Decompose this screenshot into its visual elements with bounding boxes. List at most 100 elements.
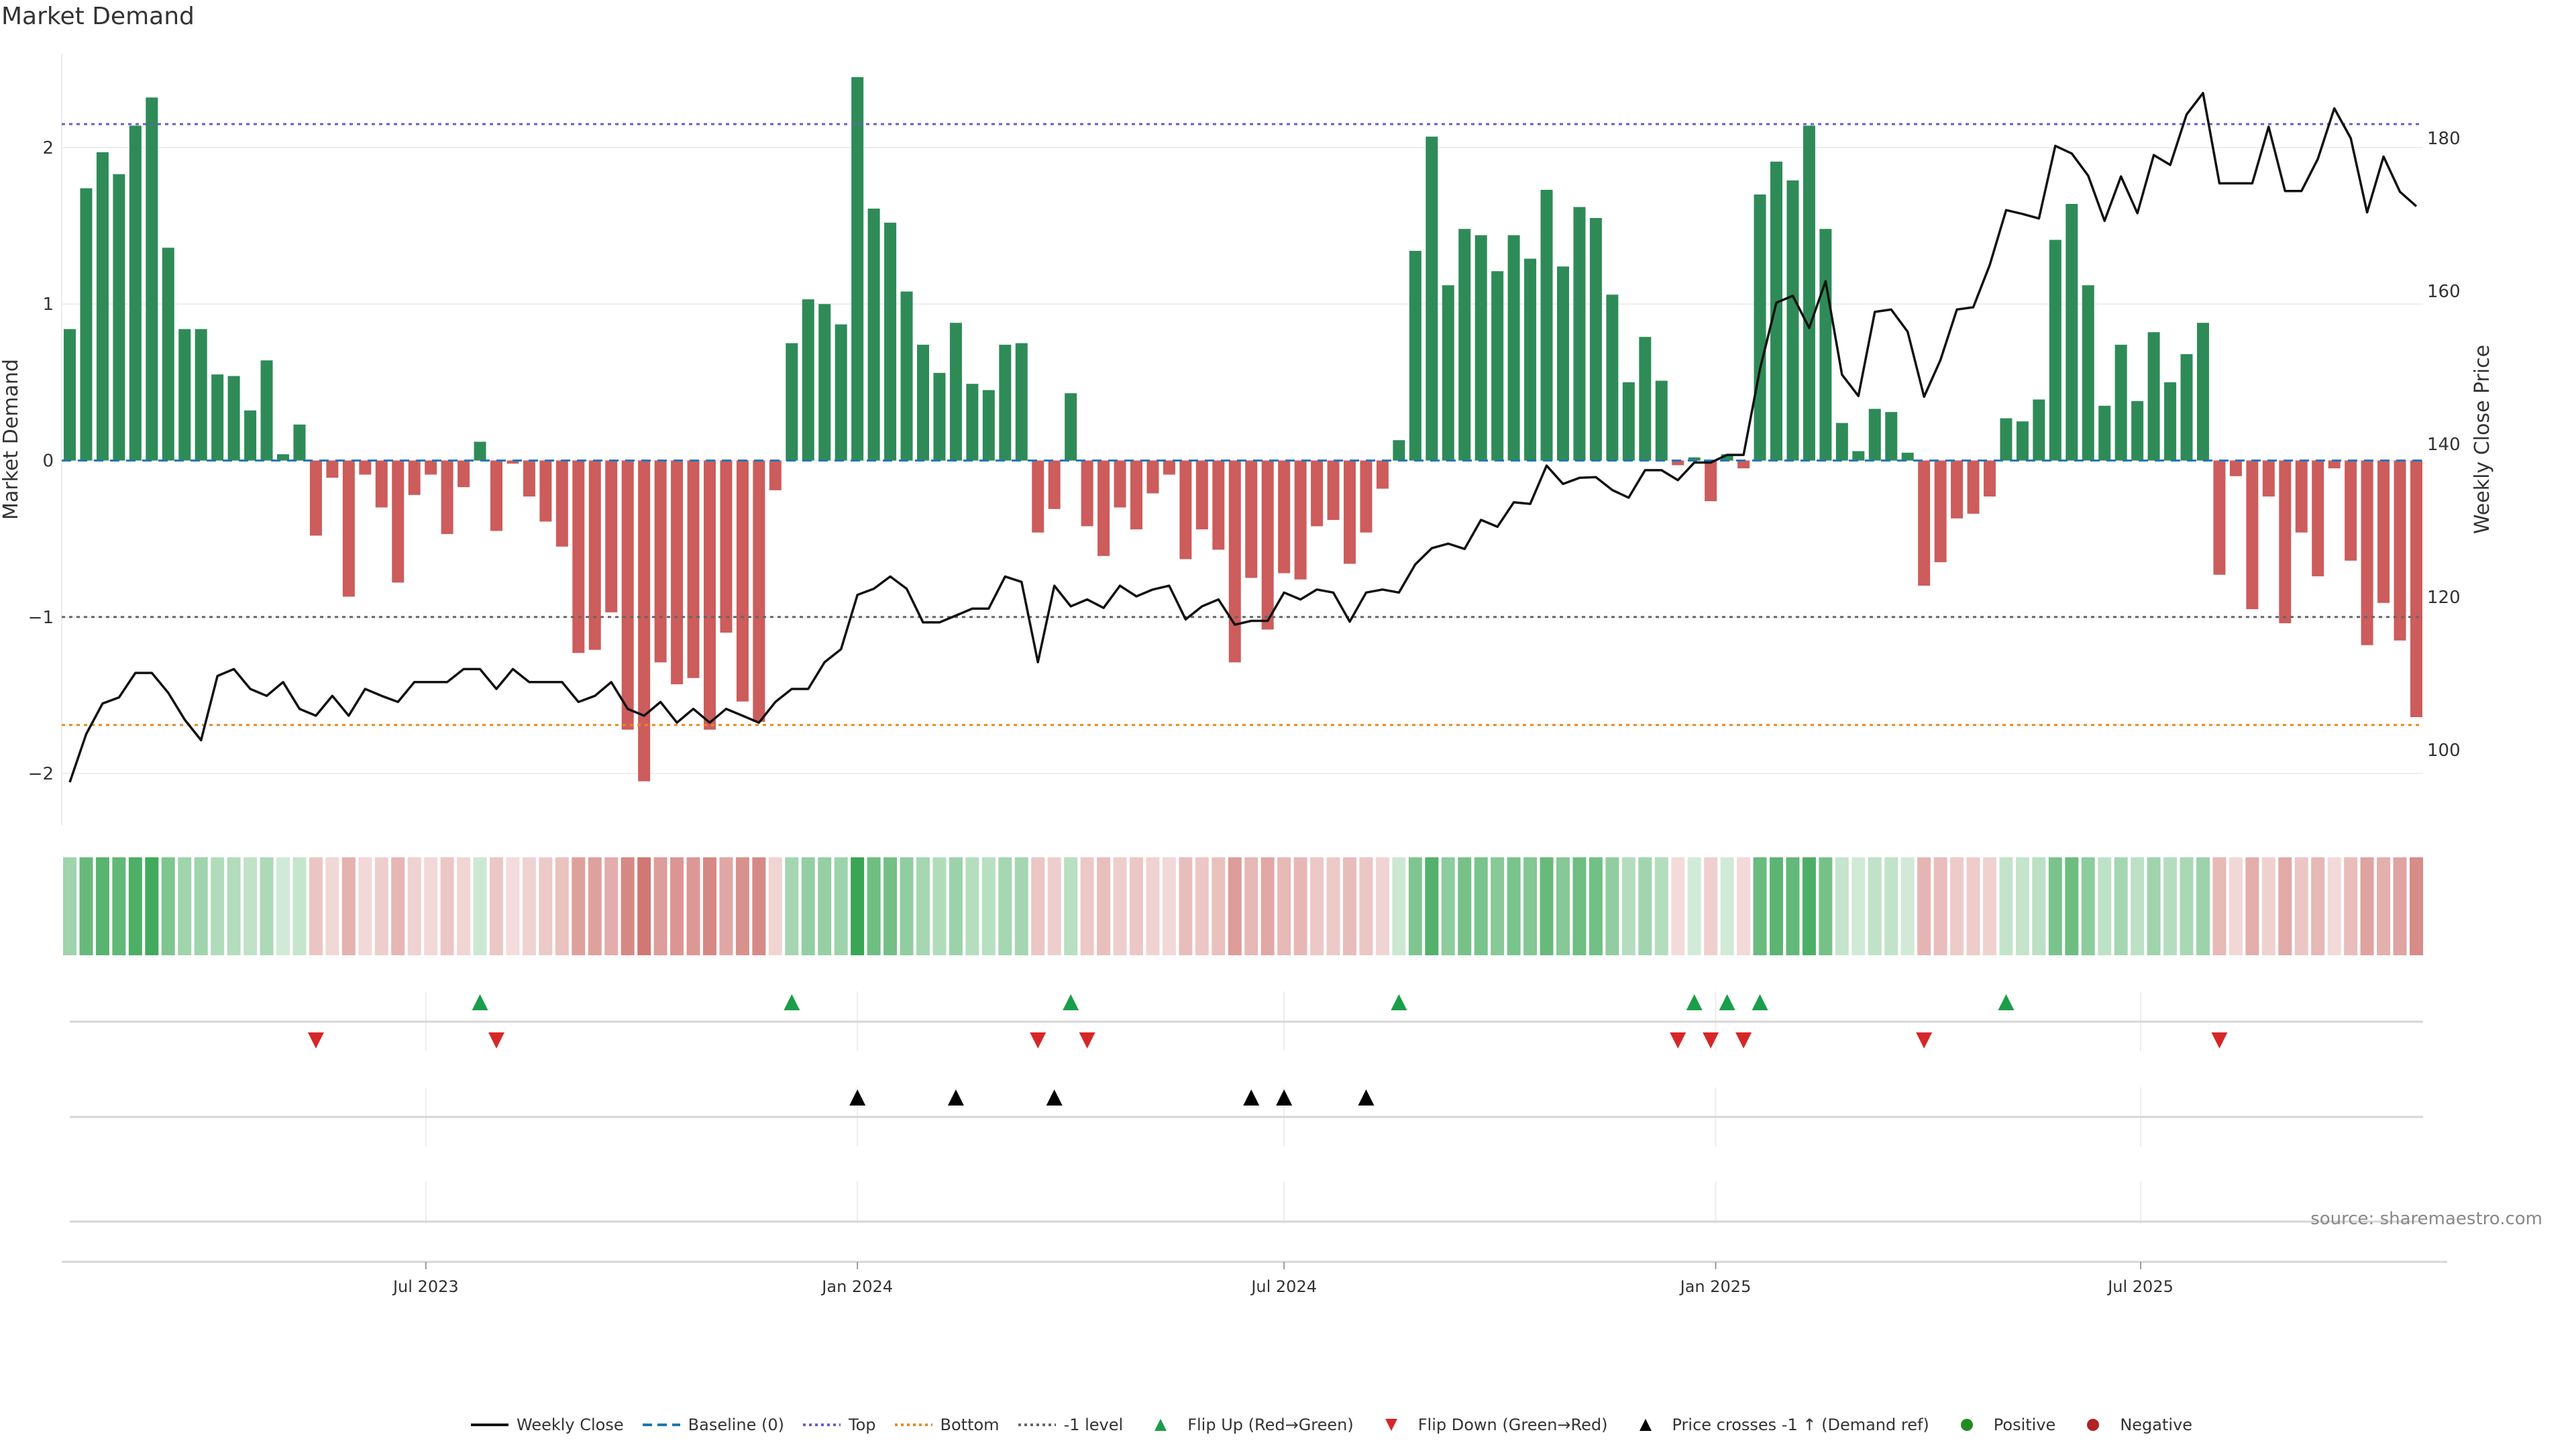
y2-tick-label: 120 (2427, 588, 2461, 608)
demand-bar (555, 460, 568, 547)
heatmap-cell (2147, 857, 2161, 955)
demand-bar (1951, 460, 1964, 519)
legend-label: Negative (2120, 1415, 2193, 1434)
heatmap-cell (2212, 857, 2226, 955)
heatmap-cell (703, 857, 716, 955)
demand-bar (1737, 460, 1750, 469)
heatmap-cell (2015, 857, 2029, 955)
heatmap-cell (358, 857, 372, 955)
heatmap-cell (2294, 857, 2308, 955)
positive-swatch-icon (1960, 1419, 1973, 1431)
y2-tick-label: 180 (2427, 129, 2461, 149)
demand-bar (195, 329, 207, 461)
heatmap-cell (522, 857, 536, 955)
demand-bar (802, 299, 814, 461)
legend-label: -1 level (1063, 1415, 1124, 1434)
heatmap-cell (604, 857, 619, 955)
heatmap-cell (555, 857, 569, 955)
y-tick-label: 2 (42, 138, 54, 158)
demand-bar (1245, 460, 1258, 578)
demand-bar (1212, 460, 1225, 550)
heatmap-cell (63, 857, 76, 955)
heatmap-cell (1080, 857, 1094, 955)
heatmap-cell (867, 857, 881, 955)
heatmap-cell (1343, 857, 1356, 955)
demand-bar (2180, 354, 2193, 461)
heatmap-cell (1293, 857, 1307, 955)
flip-up-marker (784, 994, 800, 1010)
demand-bar (654, 460, 667, 663)
heatmap-cell (1753, 857, 1767, 955)
heatmap-cell (260, 857, 274, 955)
demand-bar (753, 460, 765, 722)
x-tick-label: Jul 2025 (2106, 1277, 2174, 1296)
heatmap-cell (686, 857, 700, 955)
heatmap-cell (1146, 857, 1160, 955)
demand-bar (392, 460, 405, 583)
demand-bar (2147, 332, 2160, 461)
demand-bar (2377, 460, 2390, 603)
flip-up-marker (1063, 994, 1079, 1010)
heatmap-cell (457, 857, 471, 955)
heatmap-cell (653, 857, 667, 955)
demand-bar (2345, 460, 2357, 561)
demand-bar (917, 344, 929, 461)
demand-bar (277, 454, 289, 461)
legend-label: Price crosses -1 ↑ (Demand ref) (1672, 1415, 1929, 1434)
heatmap-cell (211, 857, 225, 955)
heatmap-cell (2344, 857, 2358, 955)
demand-bar (1474, 235, 1487, 461)
heatmap-cell (490, 857, 503, 955)
heatmap-cell (932, 857, 947, 955)
heatmap-cell (998, 857, 1012, 955)
heatmap-cell (572, 857, 586, 955)
demand-bar (933, 372, 946, 461)
demand-bar (146, 97, 158, 461)
demand-bar (309, 460, 322, 536)
heatmap-cell (1228, 857, 1242, 955)
heatmap-cell (1933, 857, 1947, 955)
y2-tick-label: 100 (2427, 741, 2461, 761)
bottom-swatch-icon (894, 1424, 932, 1426)
demand-bar (1048, 460, 1061, 509)
demand-bar (2262, 460, 2275, 497)
heatmap-cell (227, 857, 241, 955)
heatmap-cell (2196, 857, 2210, 955)
price-cross-marker (1358, 1089, 1375, 1106)
heatmap-cell (637, 857, 651, 955)
demand-bar (244, 410, 257, 461)
demand-bar (80, 188, 93, 461)
demand-bar (1918, 460, 1931, 586)
heatmap-cell (1113, 857, 1127, 955)
heatmap-cell (834, 857, 848, 955)
heatmap-cell (1786, 857, 1800, 955)
demand-bar (1458, 229, 1471, 461)
heatmap-cell (719, 857, 733, 955)
heatmap-cell (1737, 857, 1751, 955)
heatmap-cell (818, 857, 832, 955)
heatmap-cell (1130, 857, 1143, 955)
heatmap-cell (178, 857, 192, 955)
heatmap-cell (79, 857, 93, 955)
heatmap-cell (1244, 857, 1258, 955)
heatmap-cell (1638, 857, 1652, 955)
demand-bar (2049, 239, 2061, 461)
demand-bar (260, 360, 273, 461)
demand-bar (458, 460, 470, 488)
y-tick-label: 1 (42, 294, 54, 315)
demand-bar (1278, 460, 1291, 574)
heatmap-cell (900, 857, 914, 955)
demand-bar (1261, 460, 1274, 630)
demand-bar (1672, 460, 1684, 466)
heatmap-cell (1819, 857, 1833, 955)
heatmap-cell (95, 857, 109, 955)
demand-bar (851, 76, 864, 461)
demand-bar (1163, 460, 1175, 475)
y-tick-label: 0 (42, 451, 54, 471)
demand-bar (1852, 451, 1865, 461)
demand-bar (720, 460, 733, 633)
demand-bar (1130, 460, 1142, 530)
heatmap-cell (2048, 857, 2062, 955)
y2-axis-label: Weekly Close Price (2471, 345, 2494, 534)
demand-bar (1426, 136, 1438, 461)
